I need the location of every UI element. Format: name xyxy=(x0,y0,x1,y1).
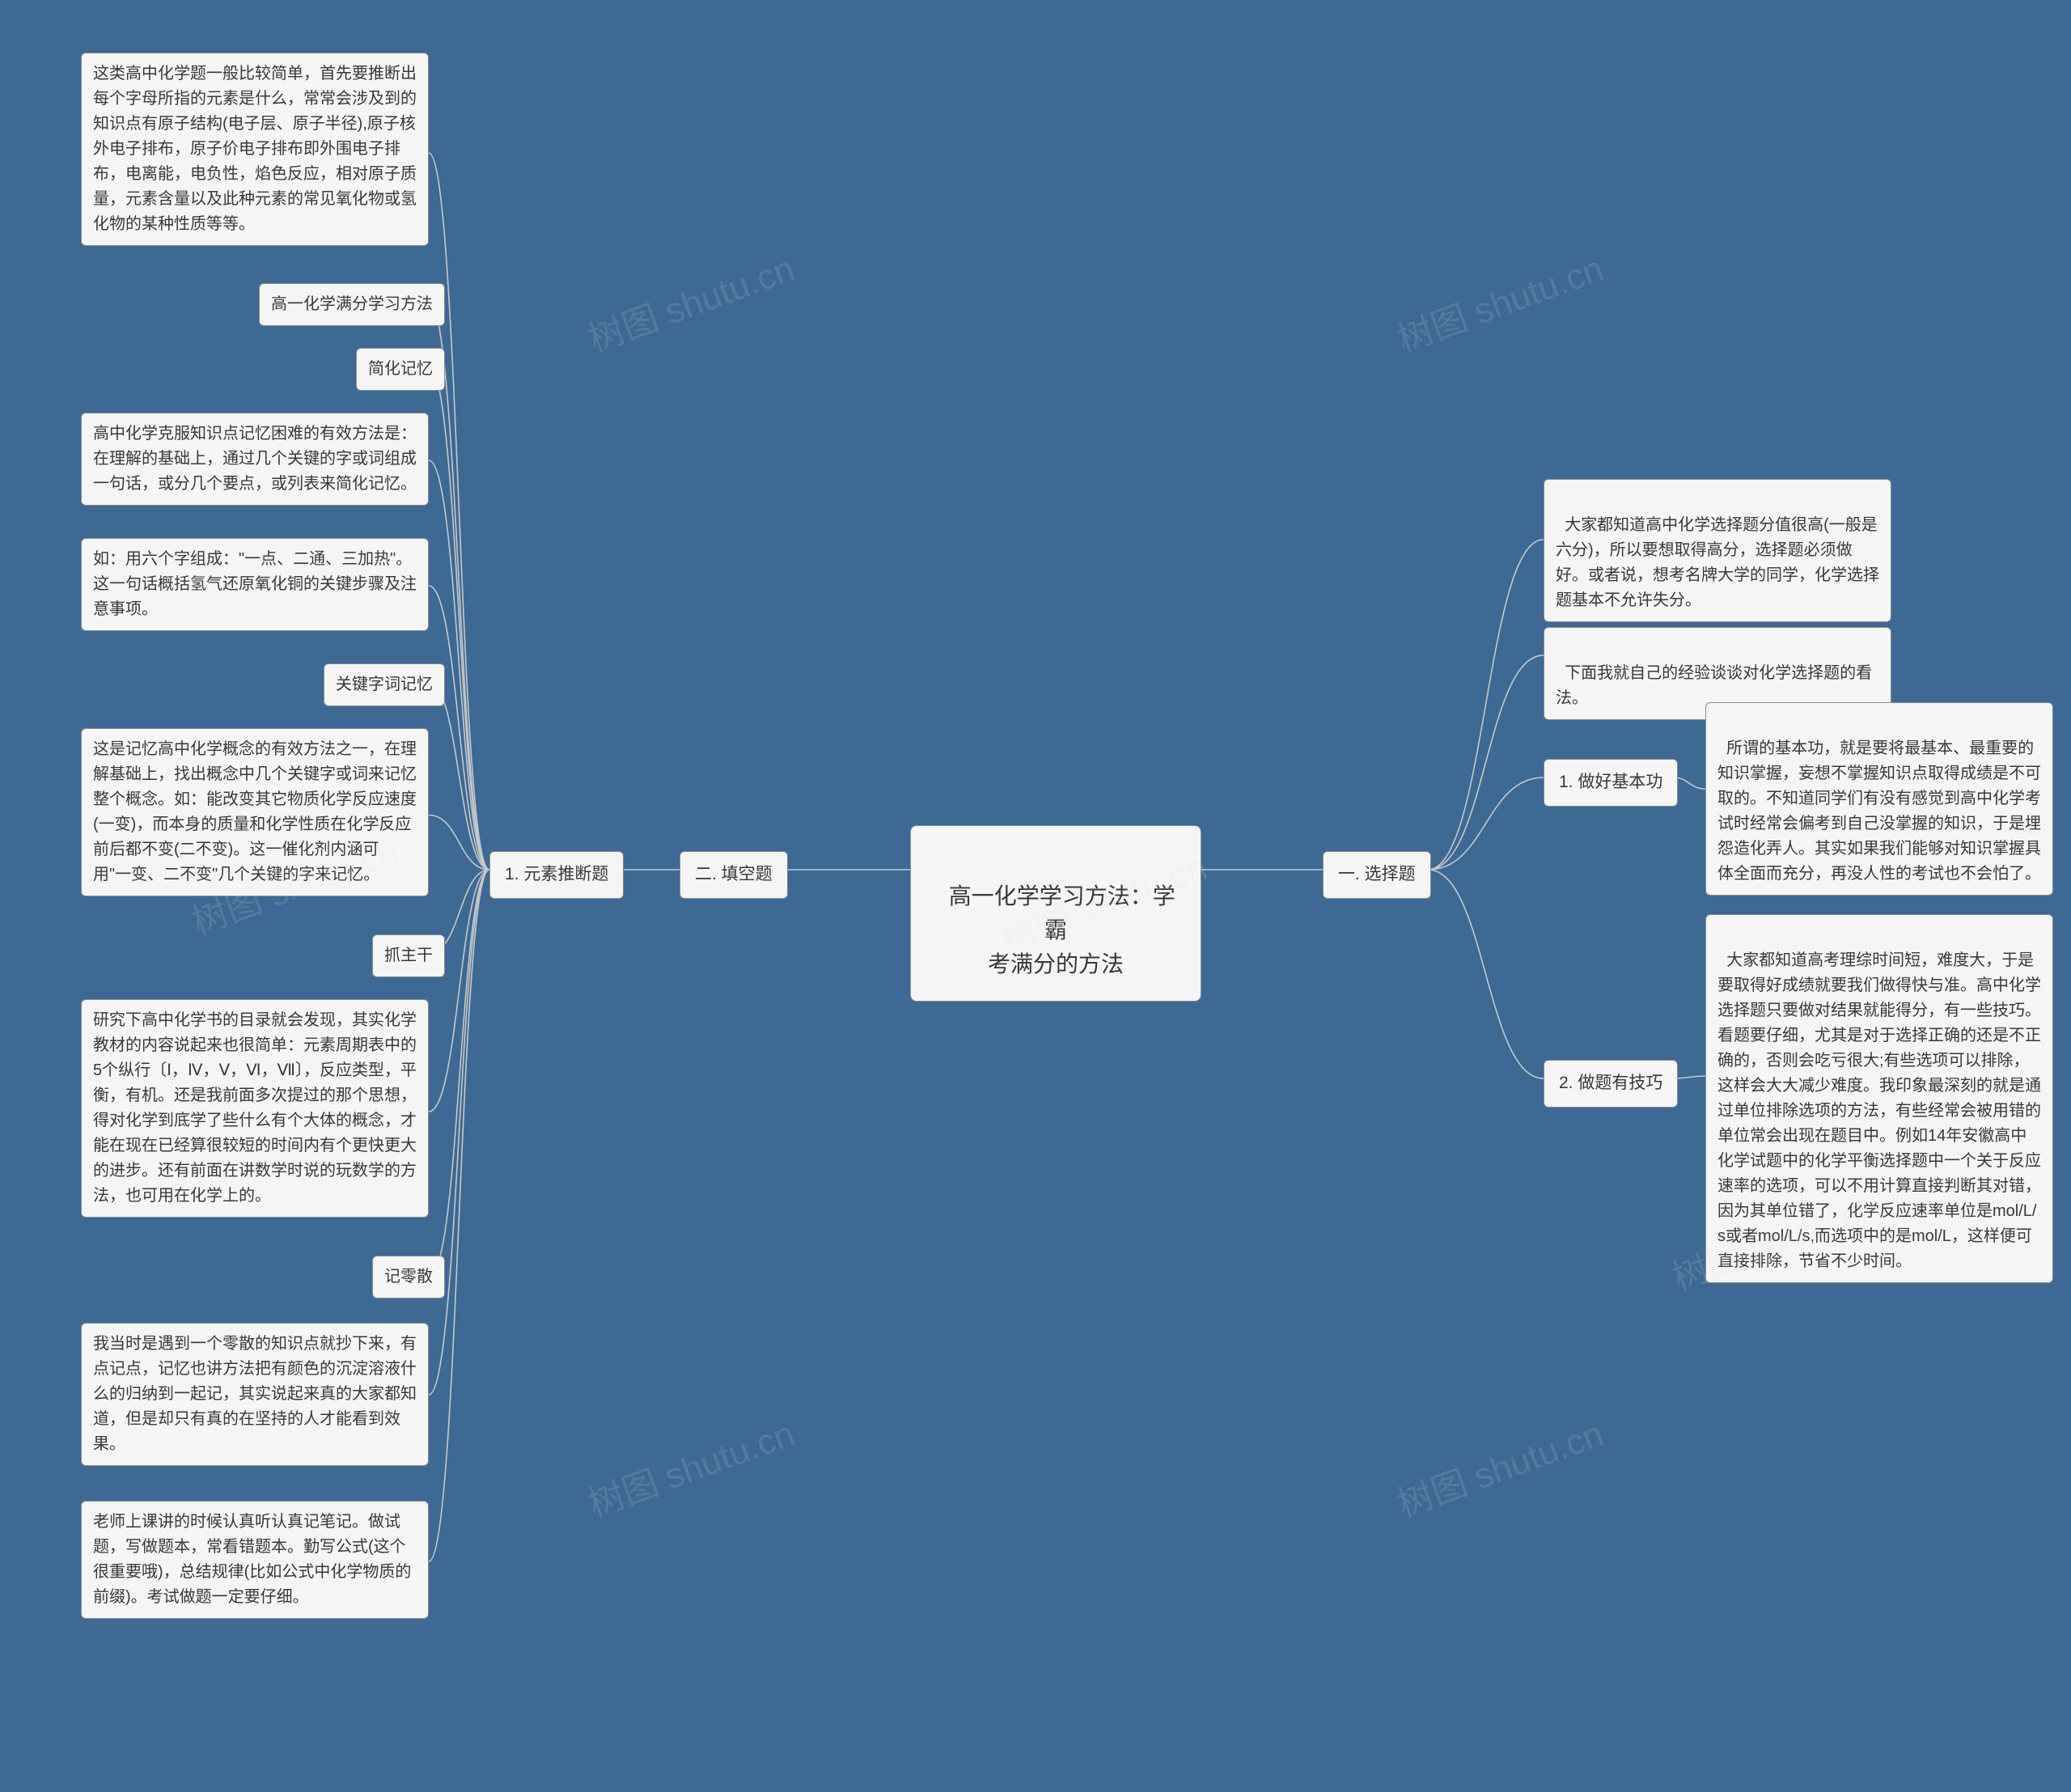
branch-right-label: 一. 选择题 xyxy=(1338,865,1416,883)
leaf-text: 大家都知道高考理综时间短，难度大，于是要取得好成绩就要我们做得快与准。高中化学选… xyxy=(1717,951,2041,1270)
leaf-text: 所谓的基本功，就是要将最基本、最重要的知识掌握，妄想不掌握知识点取得成绩是不可取… xyxy=(1717,739,2041,883)
leaf-l5: 如：用六个字组成："一点、二通、三加热"。这一句话概括氢气还原氧化铜的关键步骤及… xyxy=(81,538,429,631)
leaf-text: 我当时是遇到一个零散的知识点就抄下来，有点记点，记忆也讲方法把有颜色的沉淀溶液什… xyxy=(93,1335,417,1453)
leaf-right-1: 所谓的基本功，就是要将最基本、最重要的知识掌握，妄想不掌握知识点取得成绩是不可取… xyxy=(1705,702,2053,896)
leaf-l12: 老师上课讲的时候认真听认真记笔记。做试题，写做题本，常看错题本。勤写公式(这个很… xyxy=(81,1501,429,1619)
leaf-text: 如：用六个字组成："一点、二通、三加热"。这一句话概括氢气还原氧化铜的关键步骤及… xyxy=(93,550,417,618)
leaf-right-2-label: 2. 做题有技巧 xyxy=(1544,1060,1678,1108)
leaf-text: 抓主干 xyxy=(384,947,433,964)
center-text: 高一化学学习方法：学霸 考满分的方法 xyxy=(949,883,1175,976)
leaf-text: 高中化学克服知识点记忆困难的有效方法是：在理解的基础上，通过几个关键的字或词组成… xyxy=(93,425,417,493)
branch-left: 二. 填空题 xyxy=(680,851,788,899)
mindmap-canvas: { "colors": { "background": "#3d6994", "… xyxy=(0,0,2071,1792)
leaf-text: 记零散 xyxy=(384,1268,433,1286)
leaf-l9: 研究下高中化学书的目录就会发现，其实化学教材的内容说起来也很简单：元素周期表中的… xyxy=(81,999,429,1218)
leaf-text: 大家都知道高中化学选择题分值很高(一般是六分)，所以要想取得高分，选择题必须做好… xyxy=(1556,516,1879,609)
leaf-right-intro1: 大家都知道高中化学选择题分值很高(一般是六分)，所以要想取得高分，选择题必须做好… xyxy=(1544,479,1891,622)
leaf-label-text: 1. 做好基本功 xyxy=(1559,773,1662,791)
branch-left-label: 二. 填空题 xyxy=(695,865,773,883)
leaf-l6: 关键字词记忆 xyxy=(324,663,445,706)
leaf-l11: 我当时是遇到一个零散的知识点就抄下来，有点记点，记忆也讲方法把有颜色的沉淀溶液什… xyxy=(81,1323,429,1466)
leaf-l8: 抓主干 xyxy=(372,934,445,977)
leaf-text: 下面我就自己的经验谈谈对化学选择题的看法。 xyxy=(1556,664,1872,707)
branch-left-sub: 1. 元素推断题 xyxy=(489,851,624,899)
branch-left-sub-label: 1. 元素推断题 xyxy=(505,865,608,883)
leaf-right-2: 大家都知道高考理综时间短，难度大，于是要取得好成绩就要我们做得快与准。高中化学选… xyxy=(1705,914,2053,1283)
leaf-label-text: 2. 做题有技巧 xyxy=(1559,1074,1662,1092)
leaf-text: 研究下高中化学书的目录就会发现，其实化学教材的内容说起来也很简单：元素周期表中的… xyxy=(93,1011,417,1205)
leaf-l10: 记零散 xyxy=(372,1256,445,1298)
leaf-l4: 高中化学克服知识点记忆困难的有效方法是：在理解的基础上，通过几个关键的字或词组成… xyxy=(81,413,429,506)
leaf-l2: 高一化学满分学习方法 xyxy=(259,283,445,326)
leaf-text: 这是记忆高中化学概念的有效方法之一，在理解基础上，找出概念中几个关键字或词来记忆… xyxy=(93,740,417,883)
leaf-text: 老师上课讲的时候认真听认真记笔记。做试题，写做题本，常看错题本。勤写公式(这个很… xyxy=(93,1513,411,1606)
leaf-text: 关键字词记忆 xyxy=(336,676,433,693)
leaf-text: 这类高中化学题一般比较简单，首先要推断出每个字母所指的元素是什么，常常会涉及到的… xyxy=(93,65,417,233)
leaf-l1: 这类高中化学题一般比较简单，首先要推断出每个字母所指的元素是什么，常常会涉及到的… xyxy=(81,53,429,246)
center-node: 高一化学学习方法：学霸 考满分的方法 xyxy=(910,825,1201,1002)
branch-right: 一. 选择题 xyxy=(1323,851,1431,899)
leaf-right-1-label: 1. 做好基本功 xyxy=(1544,759,1678,807)
leaf-text: 简化记忆 xyxy=(368,360,433,378)
leaf-text: 高一化学满分学习方法 xyxy=(271,295,433,313)
leaf-l7: 这是记忆高中化学概念的有效方法之一，在理解基础上，找出概念中几个关键字或词来记忆… xyxy=(81,728,429,896)
leaf-l3: 简化记忆 xyxy=(356,348,445,391)
